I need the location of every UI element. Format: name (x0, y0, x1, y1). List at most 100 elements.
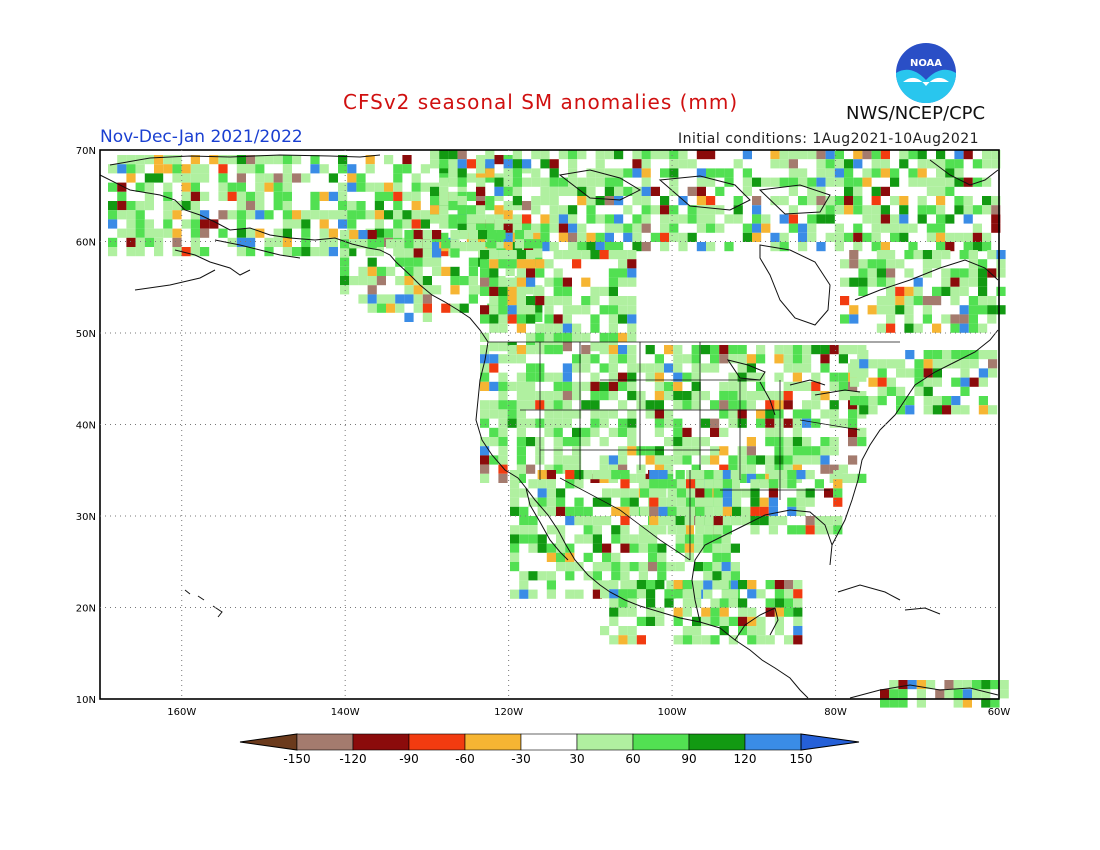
anomaly-cell (669, 177, 679, 187)
anomaly-cell (512, 196, 522, 206)
anomaly-cell (802, 363, 812, 373)
anomaly-cell (135, 219, 145, 229)
anomaly-cell (721, 516, 731, 526)
anomaly-cell (719, 626, 729, 636)
legend-label: -120 (339, 752, 366, 766)
anomaly-cell (540, 159, 550, 169)
anomaly-cell (282, 182, 292, 192)
anomaly-cell (386, 294, 396, 304)
anomaly-cell (696, 177, 706, 187)
anomaly-cell (673, 437, 683, 447)
anomaly-cell (480, 400, 490, 410)
anomaly-cell (824, 488, 834, 498)
anomaly-cell (765, 455, 775, 465)
anomaly-cell (618, 455, 628, 465)
anomaly-cell (627, 635, 637, 645)
anomaly-cell (627, 268, 637, 278)
anomaly-cell (792, 464, 802, 474)
anomaly-cell (264, 155, 274, 165)
anomaly-cell (654, 464, 664, 474)
anomaly-cell (450, 230, 460, 240)
anomaly-cell (468, 276, 478, 286)
anomaly-cell (684, 543, 694, 553)
anomaly-cell (867, 259, 877, 269)
anomaly-cell (356, 182, 366, 192)
anomaly-cell (574, 534, 584, 544)
anomaly-cell (673, 391, 683, 401)
anomaly-cell (524, 239, 534, 249)
anomaly-cell (181, 182, 191, 192)
anomaly-cell (890, 168, 900, 178)
anomaly-cell (877, 377, 887, 387)
anomaly-cell (246, 247, 256, 257)
anomaly-cell (834, 223, 844, 233)
anomaly-cell (586, 205, 596, 215)
anomaly-cell (549, 177, 559, 187)
anomaly-cell (200, 247, 210, 257)
anomaly-cell (577, 232, 587, 242)
anomaly-cell (556, 525, 566, 535)
anomaly-cell (704, 479, 714, 489)
anomaly-cell (833, 479, 843, 489)
anomaly-cell (457, 182, 467, 192)
anomaly-cell (857, 473, 867, 483)
anomaly-cell (737, 381, 747, 391)
anomaly-cell (682, 626, 692, 636)
anomaly-cell (640, 525, 650, 535)
anomaly-cell (516, 381, 526, 391)
anomaly-cell (386, 266, 396, 276)
anomaly-cell (742, 186, 752, 196)
anomaly-cell (485, 159, 495, 169)
anomaly-cell (264, 210, 274, 220)
anomaly-cell (227, 182, 237, 192)
anomaly-cell (770, 232, 780, 242)
anomaly-cell (450, 248, 460, 258)
anomaly-cell (586, 214, 596, 224)
anomaly-cell (899, 159, 909, 169)
anomaly-cell (765, 464, 775, 474)
anomaly-cell (954, 205, 964, 215)
anomaly-cell (811, 345, 821, 355)
anomaly-cell (393, 164, 403, 174)
anomaly-cell (747, 580, 757, 590)
anomaly-cell (365, 155, 375, 165)
anomaly-cell (544, 296, 554, 306)
anomaly-cell (531, 232, 541, 242)
anomaly-cell (908, 242, 918, 252)
anomaly-cell (816, 177, 826, 187)
anomaly-cell (880, 159, 890, 169)
anomaly-cell (664, 391, 674, 401)
anomaly-cell (620, 470, 630, 480)
anomaly-cell (687, 159, 697, 169)
anomaly-cell (430, 196, 440, 206)
anomaly-cell (282, 228, 292, 238)
anomaly-cell (544, 391, 554, 401)
anomaly-cell (519, 589, 529, 599)
anomaly-cell (422, 312, 432, 322)
anomaly-cell (526, 277, 536, 287)
anomaly-cell (807, 232, 817, 242)
anomaly-cell (959, 305, 969, 315)
anomaly-cell (608, 372, 618, 382)
anomaly-cell (402, 210, 412, 220)
anomaly-cell (618, 372, 628, 382)
anomaly-cell (549, 214, 559, 224)
anomaly-cell (978, 368, 988, 378)
anomaly-cell (627, 250, 637, 260)
anomaly-cell (544, 409, 554, 419)
anomaly-cell (255, 164, 265, 174)
anomaly-cell (376, 276, 386, 286)
anomaly-cell (981, 689, 991, 699)
anomaly-cell (494, 205, 504, 215)
anomaly-cell (770, 242, 780, 252)
anomaly-cell (519, 488, 529, 498)
anomaly-cell (968, 250, 978, 260)
anomaly-cell (549, 242, 559, 252)
anomaly-cell (430, 214, 440, 224)
anomaly-cell (163, 210, 173, 220)
anomaly-cell (913, 323, 923, 333)
anomaly-cell (489, 437, 499, 447)
anomaly-cell (945, 232, 955, 242)
anomaly-cell (618, 305, 628, 315)
anomaly-cell (645, 372, 655, 382)
